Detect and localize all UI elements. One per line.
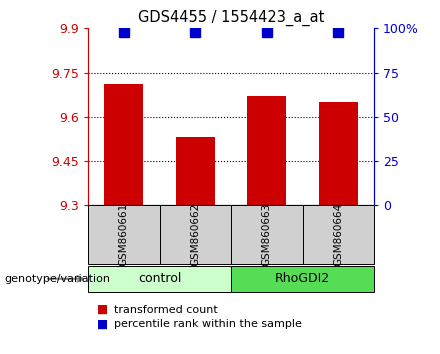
FancyBboxPatch shape <box>231 266 374 292</box>
Text: percentile rank within the sample: percentile rank within the sample <box>114 319 302 329</box>
Title: GDS4455 / 1554423_a_at: GDS4455 / 1554423_a_at <box>138 9 324 25</box>
Bar <box>104 84 143 205</box>
Text: control: control <box>138 272 181 285</box>
Text: GSM860664: GSM860664 <box>333 203 343 266</box>
FancyBboxPatch shape <box>88 205 160 264</box>
FancyBboxPatch shape <box>88 266 231 292</box>
Text: GSM860663: GSM860663 <box>262 203 272 266</box>
Text: GSM860661: GSM860661 <box>119 203 129 266</box>
Bar <box>247 96 286 205</box>
Bar <box>176 137 215 205</box>
Text: genotype/variation: genotype/variation <box>4 274 110 284</box>
FancyBboxPatch shape <box>303 205 374 264</box>
FancyBboxPatch shape <box>160 205 231 264</box>
Text: ■: ■ <box>97 303 108 316</box>
Text: RhoGDI2: RhoGDI2 <box>275 272 330 285</box>
Text: ■: ■ <box>97 318 108 330</box>
Text: GSM860662: GSM860662 <box>190 203 200 266</box>
FancyBboxPatch shape <box>231 205 303 264</box>
Bar <box>319 102 358 205</box>
Text: transformed count: transformed count <box>114 305 218 315</box>
